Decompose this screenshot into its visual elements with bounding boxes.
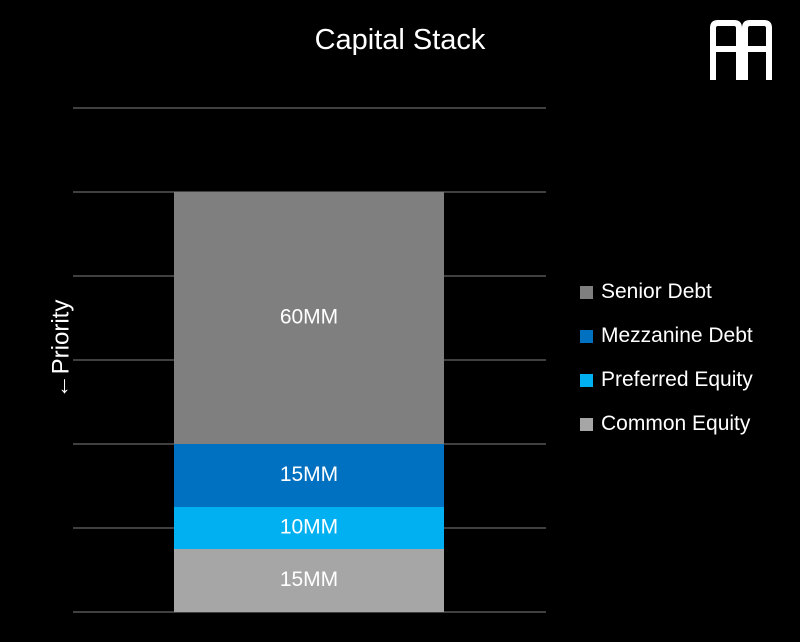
- data-labels: 15MM 10MM 15MM 60MM: [280, 306, 338, 592]
- data-label-preferred-equity: 10MM: [280, 516, 338, 539]
- legend-swatch: [580, 373, 593, 387]
- legend-item-common-equity: Common Equity: [580, 402, 753, 446]
- legend-swatch: [580, 329, 593, 343]
- legend-swatch: [580, 285, 593, 299]
- chart-title: Capital Stack: [314, 24, 486, 56]
- data-label-common-equity: 15MM: [280, 568, 338, 591]
- legend-label: Mezzanine Debt: [601, 324, 753, 347]
- bar-segment-common-equity: [174, 549, 444, 612]
- legend-item-mezzanine-debt: Mezzanine Debt: [580, 314, 753, 358]
- legend-swatch: [580, 417, 593, 431]
- data-label-senior-debt: 60MM: [280, 306, 338, 329]
- legend-item-preferred-equity: Preferred Equity: [580, 358, 753, 402]
- legend-label: Preferred Equity: [601, 368, 753, 391]
- bar-segment-mezzanine-debt: [174, 444, 444, 507]
- legend-label: Common Equity: [601, 412, 751, 435]
- bar-segment-preferred-equity: [174, 507, 444, 549]
- bar-segments: [174, 192, 444, 612]
- logo-icon: [710, 20, 772, 80]
- bar-segment-senior-debt: [174, 192, 444, 444]
- y-axis-label: ←Priority: [47, 300, 74, 399]
- legend-item-senior-debt: Senior Debt: [580, 270, 753, 314]
- legend: Senior Debt Mezzanine Debt Preferred Equit…: [580, 270, 753, 446]
- legend-label: Senior Debt: [601, 280, 712, 303]
- data-label-mezzanine-debt: 15MM: [280, 463, 338, 486]
